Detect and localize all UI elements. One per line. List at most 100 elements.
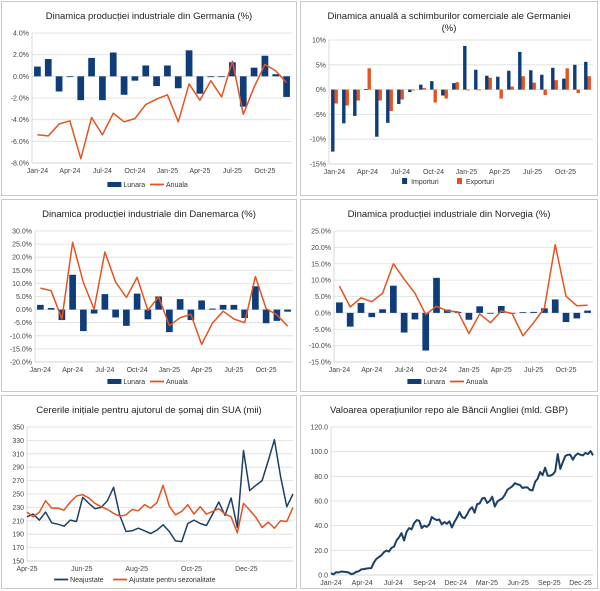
x-tick-label: Oct-24 [426,367,447,374]
bar [283,76,290,97]
bar [465,312,473,320]
bar [487,312,494,314]
x-tick-label: Oct-24 [127,367,148,374]
legend-label: Lunara [123,379,145,386]
chart-title: Valoarea operațiunilor repo ale Băncii A… [330,405,568,416]
x-tick-label: Jul-25 [223,168,242,175]
bar [155,296,162,310]
legend-swatch [407,379,422,384]
y-tick-label: 0.0 [318,573,328,580]
x-tick-label: Jul-24 [395,367,414,374]
chart-panel-norway-industrial-production: Dinamica producției industriale din Norv… [300,199,598,392]
bar [356,89,360,101]
bar [422,312,430,351]
x-tick-label: Oct-24 [423,169,444,176]
bar [540,74,544,90]
y-tick-label: -5.0% [14,320,32,327]
bar [219,304,227,310]
bar [441,89,445,96]
bar [408,89,412,93]
x-tick-label: Oct-24 [124,168,145,175]
bar [218,76,225,78]
legend-label: Importuri [411,179,439,186]
bar [364,89,368,90]
legend-swatch [457,178,462,184]
bar [476,306,484,313]
y-tick-label: 210 [12,518,24,525]
bar [101,294,109,310]
y-tick-label: -15% [310,162,326,169]
y-tick-label: 100.0 [310,449,328,456]
legend-swatch [402,178,408,184]
y-tick-label: 20.0% [12,255,32,262]
y-tick-label: -4.0% [11,117,29,124]
y-tick-label: -10.0% [10,333,32,340]
bar [474,69,478,90]
y-tick-label: 0.0% [13,74,29,81]
bar [430,81,434,90]
bar [530,311,537,313]
legend: Neajustate Ajustate pentru sezonalitate [54,577,216,584]
bar [262,309,270,324]
bar [230,304,238,310]
legend: Lunara Anuala [107,379,188,386]
chart-title: Cererile inițiale pentru ajutorul de șom… [36,405,262,416]
bar [241,309,248,318]
y-tick-label: 0.0% [315,310,331,317]
bar [521,76,525,90]
chart-panel-germany-trade: Dinamica anuală a schimburilor comercial… [300,1,598,196]
bar [497,305,505,313]
y-tick-label: 40.0 [314,523,328,530]
chart-panel-denmark-industrial-production: Dinamica producției industriale din Dane… [1,199,297,392]
bar [37,304,44,310]
bar [250,67,258,77]
bar [164,65,171,77]
bar [133,293,141,310]
bar [576,89,580,94]
x-tick-label: Jul-24 [93,168,112,175]
line-series-ajustate-pentru-sezonalitate [26,484,294,534]
bar-series-lunara [336,277,591,351]
legend: Importuri Exporturi [402,178,494,186]
bar [368,312,376,318]
x-tick-label: Jul-25 [523,169,542,176]
y-tick-label: 330 [12,438,24,445]
bar [400,89,404,100]
y-tick-label: 120.0 [310,425,328,432]
bar [466,89,470,91]
bar [573,64,577,90]
chart-svg: -15% -10% -5% 0% 5% 10% Jan-24 Apr-24 Jul-24 Oct-… [310,38,593,186]
y-tick-label: 20.0% [311,245,331,252]
bar [584,61,588,90]
legend-label: Anuala [166,379,188,386]
chart-panel-germany-industrial-production: Dinamica producției industriale din Germ… [1,1,297,196]
y-tick-label: 270 [12,478,24,485]
bar [174,76,182,89]
x-tick-label: Jan-24 [30,367,52,374]
bar [562,78,566,90]
bar [433,277,440,313]
bar [518,51,522,90]
bar-series-importuri [331,45,588,152]
bar [353,89,357,116]
x-tick-label: Jan-25 [159,367,181,374]
bar [284,309,291,312]
bar [229,62,236,77]
bar [336,302,343,313]
y-tick-label: 230 [12,505,24,512]
bar [55,76,63,92]
bar [185,50,193,77]
x-tick-label: Apr-25 [191,367,212,374]
legend-label: Neajustate [70,577,104,584]
bar [99,76,106,101]
bar [342,89,346,124]
y-tick-label: 0.0% [16,307,32,314]
bar [34,66,41,77]
y-tick-label: 170 [12,545,24,552]
x-tick-label: Jul-25 [524,367,543,374]
x-tick-label: Jun-25 [71,566,93,573]
bar [345,89,349,106]
y-tick-label: -10% [310,137,326,144]
bar-series-exporturi [334,68,591,111]
chart-title: Dinamica producției industriale din Dane… [42,209,256,220]
